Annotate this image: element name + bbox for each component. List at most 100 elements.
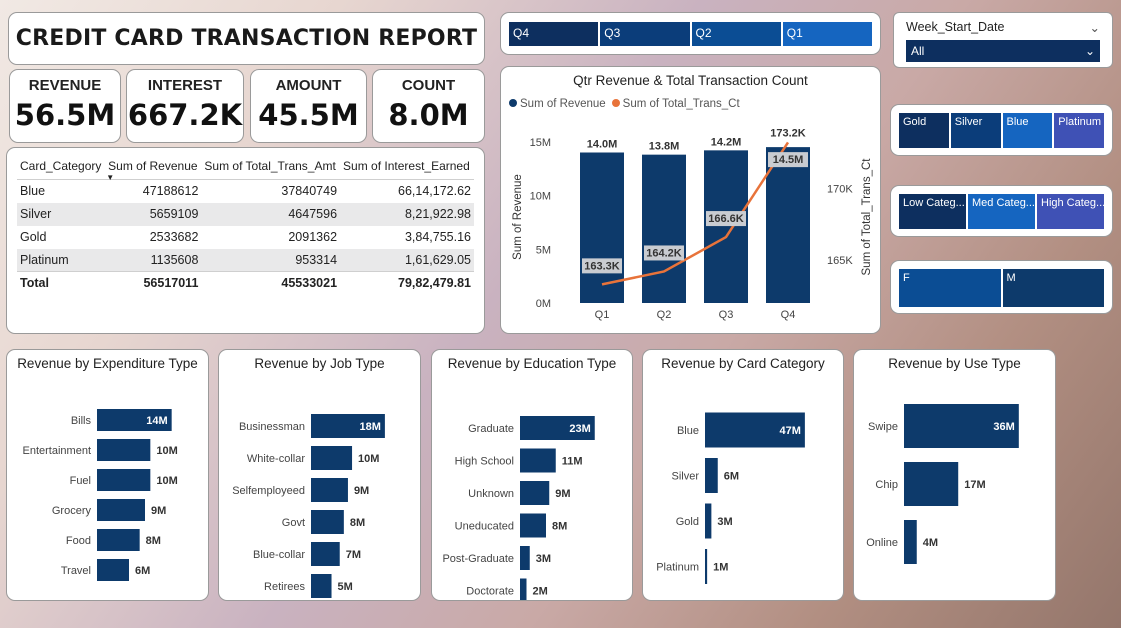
bar [705,412,805,448]
quarter-option-q4[interactable]: Q4 [509,22,599,46]
table-row[interactable]: Platinum 1135608 953314 1,61,629.05 [17,248,474,272]
bar-data-label: 17M [964,479,985,491]
bar-category-label: Fuel [70,475,91,487]
legend-item-trans-ct[interactable]: Sum of Total_Trans_Ct [611,98,740,110]
bar-category-label: Swipe [868,421,898,433]
legend-item-revenue[interactable]: Sum of Revenue [509,98,606,110]
bar-data-label: 11M [562,456,583,468]
bar [705,503,712,539]
bar-data-label: 9M [555,488,570,500]
bar [904,404,1019,448]
gender-option-f[interactable]: F [899,269,1001,307]
data-label-bg [768,152,808,168]
bar [520,513,546,538]
bar-data-label: 6M [135,565,150,577]
revenue-data-label: 14.2M [711,136,742,148]
table-cell: Platinum [17,248,106,272]
bar-data-label: 3M [536,553,551,565]
bar [904,462,959,506]
table-row[interactable]: Blue 47188612 37840749 66,14,172.62 [17,180,474,203]
bar-category-label: Entertainment [23,445,91,457]
col-header-sum-revenue[interactable]: Sum of Revenue ▼ [105,156,202,182]
bar [97,469,151,491]
legend-trans-ct-label: Sum of Total_Trans_Ct [622,98,740,110]
bar-category-label: Silver [671,471,699,483]
table-row[interactable]: Gold 2533682 2091362 3,84,755.16 [17,226,474,249]
revenue-data-label: 14.0M [587,139,618,151]
income-option-med[interactable]: Med Categ... [968,194,1035,229]
table-total-row: Total 56517011 45533021 79,82,479.81 [17,271,474,295]
income-option-high[interactable]: High Categ... [1037,194,1104,229]
bar-data-label: 23M [569,423,590,435]
table-cell: 56517011 [105,271,202,295]
bar-data-label: 14M [146,415,167,427]
quarter-option-q2[interactable]: Q2 [691,22,781,46]
card-option-gold[interactable]: Gold [899,113,949,148]
quarter-option-q3[interactable]: Q3 [600,22,690,46]
bar [311,414,385,438]
bar-data-label: 9M [151,505,166,517]
gender-option-m[interactable]: M [1002,269,1104,307]
table-cell: 79,82,479.81 [340,271,474,295]
bar-category-label: Selfemployeed [232,485,305,497]
quarter-option-q1[interactable]: Q1 [782,22,872,46]
table-cell: 5659109 [105,202,202,226]
table-cell: 953314 [201,248,341,272]
card-option-blue[interactable]: Blue [1002,113,1053,148]
col-header-card-category[interactable]: Card_Category [17,156,106,180]
legend-dot-icon [509,99,517,107]
bar-category-label: Food [66,535,91,547]
bar-data-label: 7M [346,549,361,561]
y-axis-label: Sum of Revenue [512,174,524,260]
income-option-low[interactable]: Low Categ... [899,194,966,229]
trans-count-data-label: 173.2K [770,127,806,139]
revenue-by-job-card: Revenue by Job Type Businessman 18M White-… [218,349,421,601]
x-tick-label: Q2 [657,309,672,321]
bar [520,481,550,505]
bar [97,439,151,461]
week-dropdown-value: All [911,44,925,58]
table-cell: 47188612 [142,184,199,199]
y-tick-label: 5M [536,244,551,256]
trans-count-data-label: 163.3K [584,260,620,272]
table-cell: 1135608 [105,248,202,272]
x-tick-label: Q3 [719,309,734,321]
bar-data-label: 4M [923,537,938,549]
col-header-sum-trans-amt[interactable]: Sum of Total_Trans_Amt [201,156,341,180]
expenditure-bar-chart: Bills 14M Entertainment 10M Fuel 10M Grocery 9M… [23,409,178,581]
bar-category-label: Blue [677,425,699,437]
report-title: CREDIT CARD TRANSACTION REPORT [15,26,478,51]
chevron-down-icon[interactable]: ⌄ [1089,21,1100,35]
col-header-sum-interest[interactable]: Sum of Interest_Earned [340,156,474,180]
bar-data-label: 47M [779,425,800,437]
card-option-silver[interactable]: Silver [950,113,1001,148]
kpi-revenue: REVENUE 56.5M [9,69,121,143]
revenue-bar [704,150,748,303]
bar-data-label: 2M [533,586,548,598]
trans-count-line [601,141,790,286]
quarter-slicer: Q4 Q3 Q2 Q1 [500,12,881,55]
trans-count-data-label: 164.2K [646,247,682,259]
bar-category-label: Post-Graduate [442,553,514,565]
table-row[interactable]: Silver 5659109 4647596 8,21,922.98 [17,202,474,226]
table-cell: Blue [20,184,46,199]
bar [97,559,129,581]
bar-category-label: High School [455,456,514,468]
table-header-row: Card_Category Sum of Revenue ▼ Sum of Tot… [17,156,474,182]
bar [520,448,556,473]
bar [311,510,344,534]
bar-data-label: 8M [552,521,567,533]
combo-legend: Sum of Revenue Sum of Total_Trans_Ct [509,98,740,110]
table-cell: Total [17,271,106,295]
card-option-platinum[interactable]: Platinum [1054,113,1104,148]
bar-category-label: Bills [71,415,92,427]
kpi-interest: INTEREST 667.2K [126,69,244,143]
report-title-card: CREDIT CARD TRANSACTION REPORT [8,12,485,65]
revenue-by-expenditure-card: Revenue by Expenditure Type Bills 14M Ente… [6,349,209,601]
week-dropdown[interactable]: All ⌄ [906,40,1100,62]
bar-data-label: 9M [354,485,369,497]
bar-data-label: 8M [350,517,365,529]
use-type-bar-chart: Swipe 36M Chip 17M Online 4M [866,404,1019,564]
bar [97,529,140,551]
bar [904,520,917,564]
